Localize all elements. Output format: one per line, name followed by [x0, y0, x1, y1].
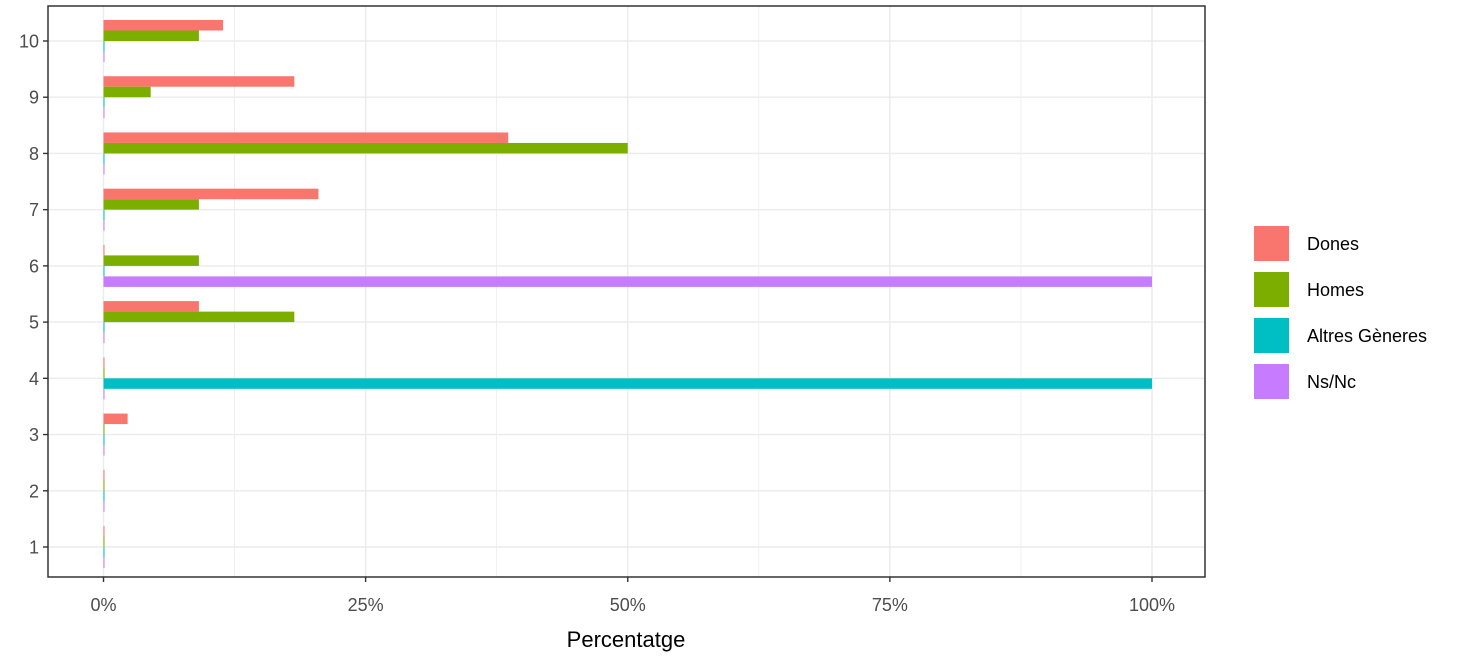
- legend: Dones Homes Altres Gèneres Ns/Nc: [1254, 226, 1427, 399]
- y-tick-label: 5: [29, 313, 39, 333]
- bar-ns-nc-2: [103, 501, 105, 512]
- bar-dones-2: [103, 469, 105, 481]
- y-tick-label: 2: [29, 481, 39, 501]
- y-tick-label: 1: [29, 538, 39, 558]
- x-axis-title: Percentatge: [567, 627, 686, 652]
- bar-altres-g-neres-3: [103, 434, 105, 446]
- x-tick-label: 25%: [348, 595, 384, 615]
- bar-homes-7: [103, 199, 199, 210]
- legend-label: Ns/Nc: [1307, 372, 1356, 392]
- bar-homes-8: [103, 142, 628, 154]
- bar-ns-nc-6: [103, 276, 1152, 287]
- bar-altres-g-neres-1: [103, 547, 105, 558]
- legend-swatch-homes: [1254, 272, 1289, 307]
- bar-dones-9: [103, 76, 295, 87]
- bar-homes-5: [103, 311, 295, 323]
- bar-ns-nc-7: [103, 220, 105, 231]
- bar-altres-g-neres-10: [103, 41, 105, 52]
- bar-ns-nc-9: [103, 107, 105, 119]
- bar-ns-nc-8: [103, 163, 105, 175]
- bar-ns-nc-3: [103, 445, 105, 456]
- x-tick-label: 100%: [1129, 595, 1175, 615]
- bar-ns-nc-10: [103, 51, 105, 62]
- bar-homes-9: [103, 86, 151, 98]
- bar-dones-6: [103, 244, 105, 256]
- y-axis: 1 2 3 4 5 6 7 8 9 10: [19, 32, 48, 558]
- y-tick-label: 9: [29, 88, 39, 108]
- bar-altres-g-neres-4: [103, 378, 1152, 389]
- bar-homes-4: [103, 367, 105, 379]
- bar-homes-2: [103, 480, 105, 491]
- x-tick-label: 0%: [90, 595, 116, 615]
- bar-altres-g-neres-9: [103, 97, 105, 108]
- x-axis: 0% 25% 50% 75% 100%: [90, 577, 1175, 615]
- y-tick-label: 4: [29, 369, 39, 389]
- plot-background: [48, 6, 1205, 577]
- legend-label: Homes: [1307, 280, 1364, 300]
- bar-altres-g-neres-8: [103, 153, 105, 164]
- bar-dones-5: [103, 301, 199, 312]
- bar-altres-g-neres-5: [103, 322, 105, 333]
- bars: [103, 20, 1152, 568]
- y-tick-label: 8: [29, 144, 39, 164]
- bar-homes-10: [103, 30, 199, 41]
- bar-homes-1: [103, 536, 105, 547]
- y-tick-label: 10: [19, 32, 39, 52]
- grid-lines: [48, 6, 1205, 577]
- y-tick-label: 6: [29, 256, 39, 276]
- bar-ns-nc-1: [103, 557, 105, 568]
- bar-dones-4: [103, 357, 105, 368]
- legend-swatch-altres-g-neres: [1254, 318, 1289, 353]
- x-tick-label: 50%: [610, 595, 646, 615]
- bar-altres-g-neres-7: [103, 209, 105, 221]
- legend-swatch-ns-nc: [1254, 364, 1289, 399]
- bar-altres-g-neres-2: [103, 490, 105, 502]
- legend-swatch-dones: [1254, 226, 1289, 261]
- y-tick-label: 7: [29, 200, 39, 220]
- bar-homes-3: [103, 424, 105, 435]
- y-tick-label: 3: [29, 425, 39, 445]
- bar-dones-8: [103, 132, 509, 143]
- bar-dones-3: [103, 413, 128, 425]
- legend-label: Altres Gèneres: [1307, 326, 1427, 346]
- plot-border: [47, 5, 1206, 578]
- legend-label: Dones: [1307, 234, 1359, 254]
- bar-homes-6: [103, 255, 199, 266]
- bar-ns-nc-5: [103, 332, 105, 344]
- bar-ns-nc-4: [103, 388, 105, 400]
- bar-dones-7: [103, 188, 319, 200]
- bar-dones-1: [103, 526, 105, 537]
- bar-altres-g-neres-6: [103, 265, 105, 277]
- bar-dones-10: [103, 20, 224, 31]
- x-tick-label: 75%: [872, 595, 908, 615]
